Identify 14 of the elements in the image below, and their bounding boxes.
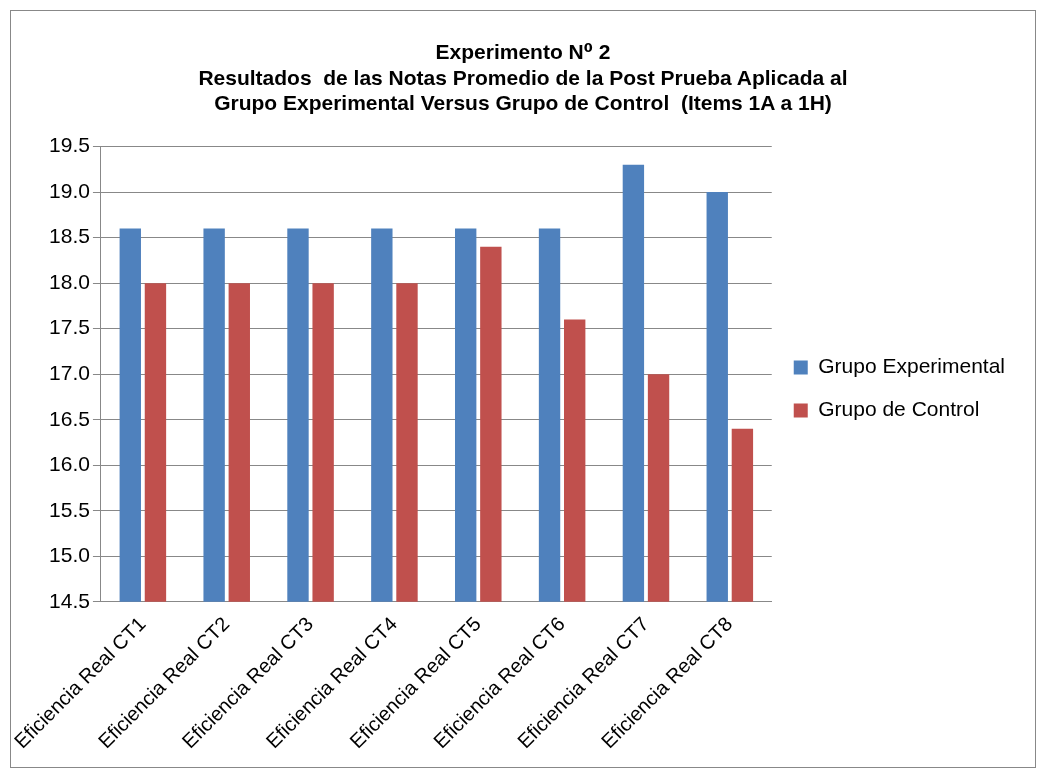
y-tick-label: 19.5: [49, 133, 90, 157]
y-tick-label: 16.0: [49, 452, 90, 476]
y-tick-label: 19.0: [49, 178, 90, 202]
y-tick-label: 16.5: [49, 406, 90, 430]
y-tick-label: 14.5: [49, 588, 90, 612]
y-tick-label: 18.5: [49, 224, 90, 248]
y-tick-label: 15.0: [49, 543, 90, 567]
y-tick-label: 15.5: [49, 497, 90, 521]
y-tick-label: 17.5: [49, 315, 90, 339]
y-tick-label: 18.0: [49, 269, 90, 293]
legend-label: Grupo Experimental: [818, 354, 1006, 378]
legend-label: Grupo de Control: [818, 397, 980, 421]
y-tick-label: 17.0: [49, 361, 90, 385]
chart-title: Experimento N⁰ 2 Resultados de las Notas Promedio de la Post Prueba Aplicada al Grupo Experimental Versus Grupo de Control (Items 1A a 1H): [198, 40, 848, 114]
